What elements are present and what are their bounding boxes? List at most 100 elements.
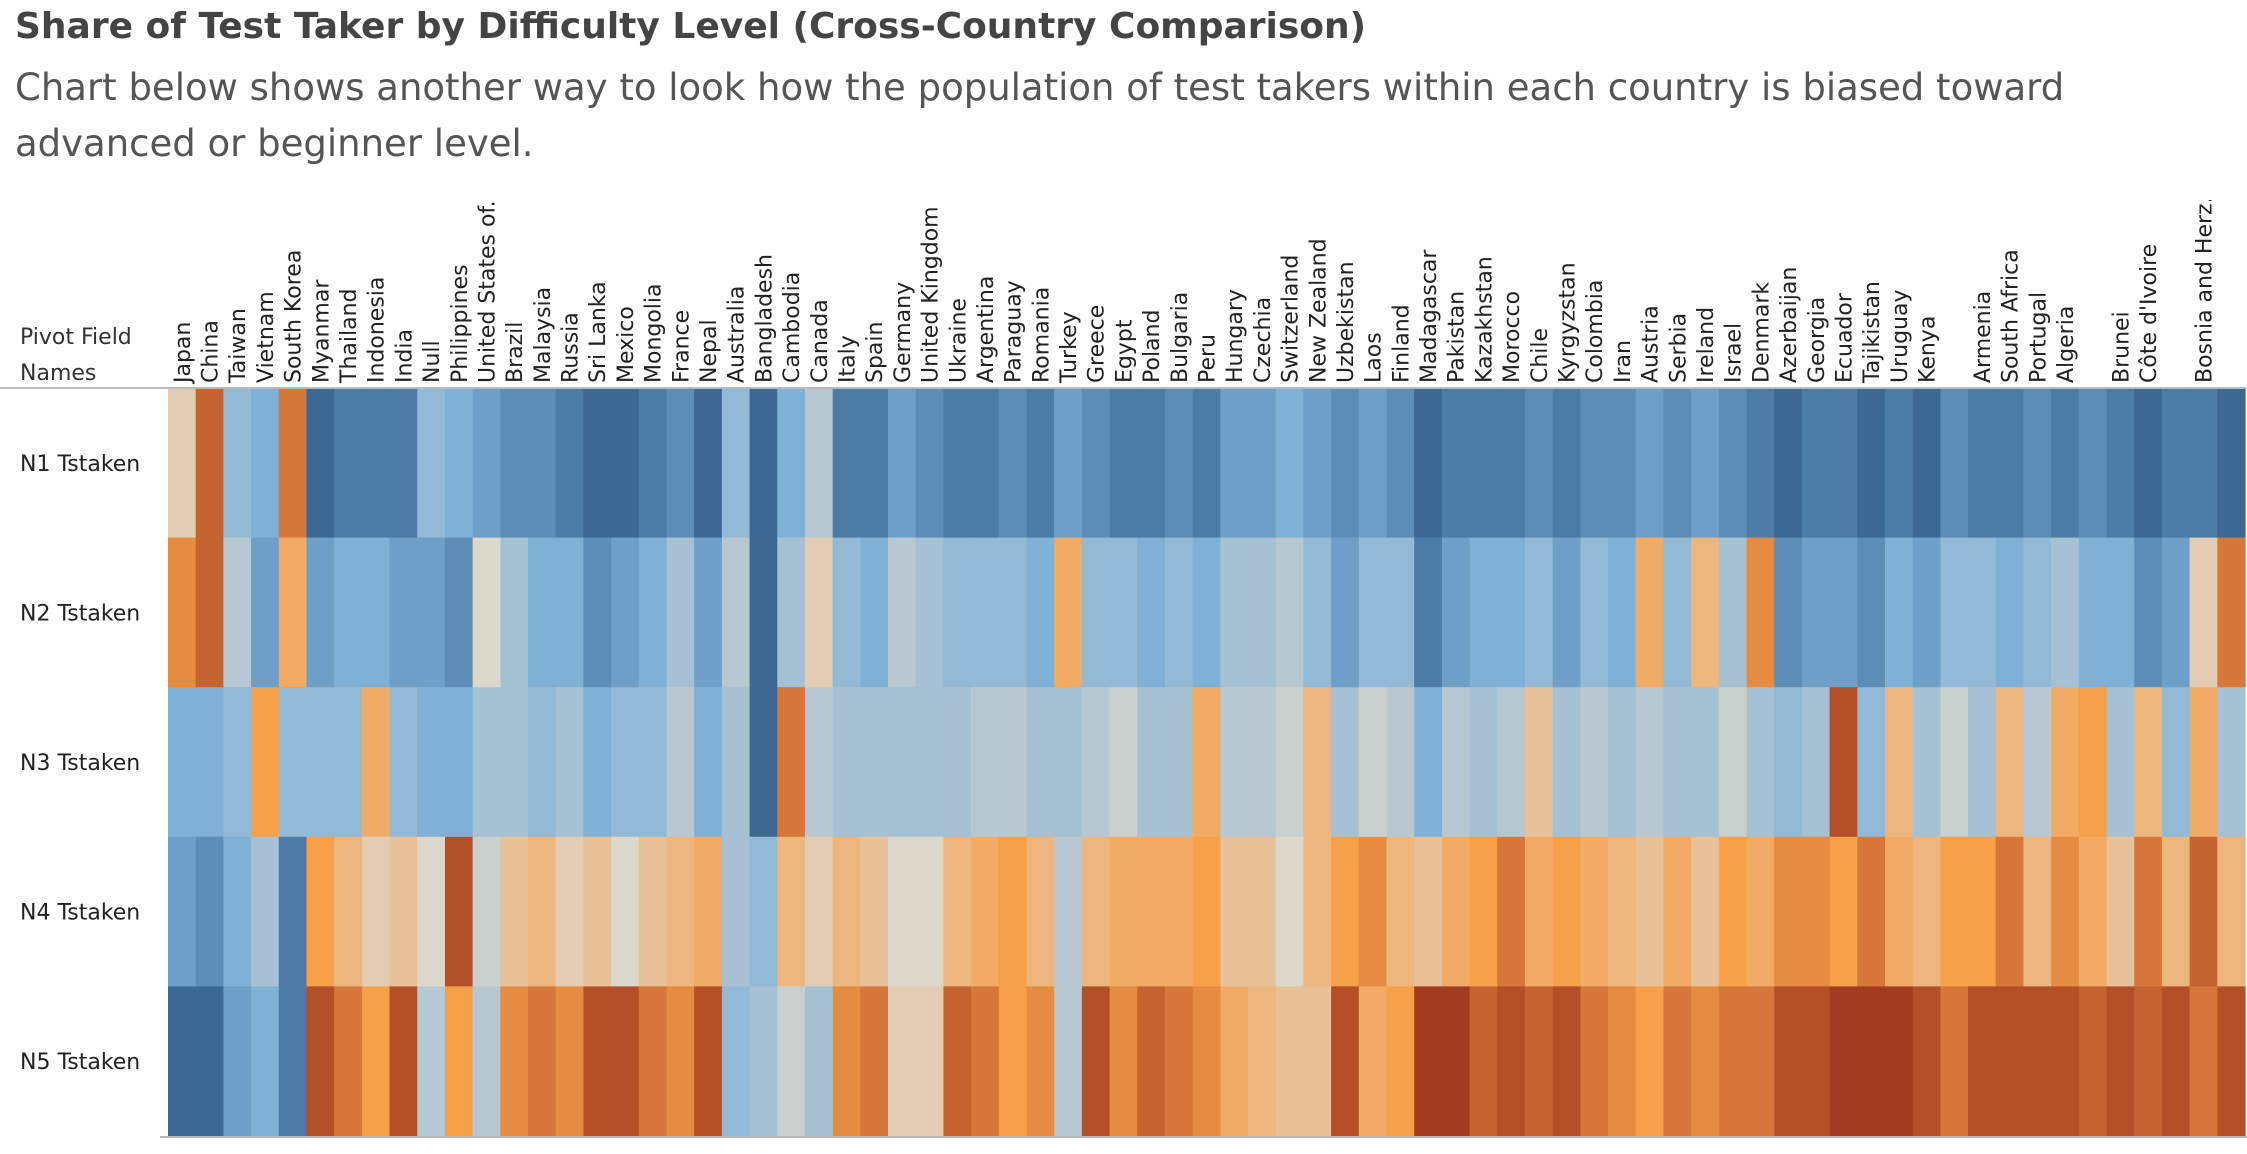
heat-cell: [1995, 687, 2025, 838]
column-label: Mongolia: [642, 283, 667, 383]
column-label: Serbia: [1666, 313, 1691, 383]
heat-cell: [1857, 986, 1886, 1137]
heat-cell: [195, 836, 224, 987]
heat-cell: [306, 388, 335, 539]
heat-cell: [583, 537, 612, 688]
heat-cell: [2051, 836, 2080, 987]
column-headers: Japan China Taiwan Vietnam South Korea Myanma…: [171, 200, 2218, 385]
heat-cell: [1608, 836, 1637, 987]
heat-cell: [528, 687, 557, 838]
heat-cell: [915, 537, 945, 688]
heat-cell: [943, 836, 972, 987]
heat-cell: [2161, 388, 2191, 539]
heat-cell: [555, 836, 584, 987]
column-label: Taiwan: [226, 308, 251, 384]
heat-cell: [417, 986, 446, 1137]
heat-cell: [860, 388, 889, 539]
column-label: Ecuador: [1832, 292, 1857, 383]
column-label: Nepal: [697, 319, 722, 383]
heat-cell: [694, 836, 723, 987]
heat-cell: [1331, 986, 1360, 1137]
column-label: Vietnam: [254, 291, 279, 383]
heat-cell: [251, 537, 280, 688]
column-label: Spain: [863, 322, 888, 383]
heat-cell: [2023, 986, 2052, 1137]
heat-cell: [1054, 986, 1083, 1137]
column-label: Brazil: [503, 322, 528, 383]
heat-cell: [1331, 836, 1360, 987]
heat-cell: [1026, 537, 1055, 688]
heat-cell: [361, 986, 391, 1137]
heat-cell: [777, 687, 806, 838]
heat-cell: [998, 986, 1028, 1137]
row-label: N3 Tstaken: [20, 751, 140, 776]
heat-cell: [1663, 687, 1692, 838]
heat-cell: [1275, 388, 1305, 539]
heat-cell: [251, 687, 280, 838]
heat-cell: [1774, 537, 1803, 688]
column-label: Uzbekistan: [1334, 261, 1359, 383]
heat-cell: [195, 388, 224, 539]
column-label: Madagascar: [1417, 249, 1442, 383]
heat-cell: [278, 388, 308, 539]
heat-cell: [195, 537, 224, 688]
heat-cell: [500, 388, 529, 539]
heat-cell: [528, 388, 557, 539]
heat-cell: [2051, 537, 2080, 688]
heat-cell: [2161, 836, 2191, 987]
heat-cell: [1164, 687, 1194, 838]
heat-cell: [2051, 388, 2080, 539]
heat-cell: [804, 986, 834, 1137]
row-header: Pivot Field Names: [20, 325, 132, 386]
column-label: Bulgaria: [1168, 292, 1193, 383]
column-label: Peru: [1196, 334, 1221, 383]
heat-cell: [1995, 986, 2025, 1137]
heat-cell: [1940, 687, 1969, 838]
column-label: Romania: [1029, 287, 1054, 383]
column-label: Portugal: [2026, 292, 2051, 383]
heat-cell: [278, 537, 308, 688]
heat-cell: [666, 836, 695, 987]
heat-cell: [1968, 388, 1997, 539]
heat-cell: [1524, 388, 1554, 539]
chart-subtitle: Chart below shows another way to look ho…: [15, 66, 2065, 165]
heat-cell: [1580, 537, 1609, 688]
heat-cell: [2161, 537, 2191, 688]
heat-cell: [472, 537, 501, 688]
heat-cell: [444, 687, 474, 838]
heat-cell: [2189, 687, 2218, 838]
heat-cell: [832, 986, 861, 1137]
heat-cell: [1164, 836, 1194, 987]
heat-cell: [223, 687, 252, 838]
heat-cell: [1884, 537, 1914, 688]
heat-cell: [1801, 537, 1831, 688]
heat-cell: [1746, 687, 1775, 838]
heat-cell: [1718, 836, 1748, 987]
heat-cell: [1774, 687, 1803, 838]
heat-cell: [888, 836, 917, 987]
heat-cell: [1801, 986, 1831, 1137]
heat-cell: [168, 537, 197, 688]
heat-cell: [1691, 986, 1720, 1137]
heat-cell: [1220, 388, 1249, 539]
heat-cell: [1995, 388, 2025, 539]
heat-cell: [1580, 986, 1609, 1137]
heat-cell: [1912, 388, 1941, 539]
column-label: Finland: [1389, 304, 1414, 383]
heat-cell: [334, 836, 363, 987]
heat-cell: [2078, 388, 2108, 539]
heat-cell: [1552, 687, 1581, 838]
heat-cell: [1137, 388, 1166, 539]
heat-cell: [1774, 836, 1803, 987]
heat-cell: [1884, 687, 1914, 838]
row-label: N2 Tstaken: [20, 601, 140, 626]
heat-cell: [1469, 836, 1498, 987]
heat-cell: [1164, 537, 1194, 688]
heat-cell: [1912, 537, 1941, 688]
heat-cell: [444, 836, 474, 987]
heat-cell: [555, 986, 584, 1137]
heat-cell: [1386, 986, 1415, 1137]
heat-cell: [168, 986, 197, 1137]
column-label: South Africa: [1999, 249, 2024, 383]
column-label: Canada: [808, 299, 833, 383]
